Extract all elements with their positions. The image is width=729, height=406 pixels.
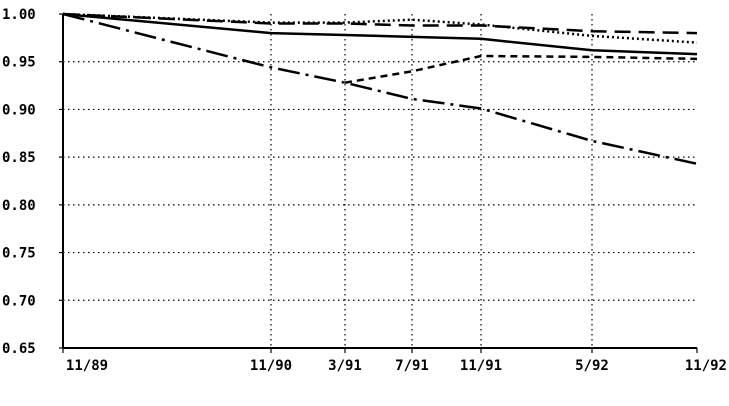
x-tick-label: 11/89 xyxy=(66,358,108,374)
y-tick-label: 0.65 xyxy=(2,341,36,357)
x-tick-label: 5/92 xyxy=(575,358,609,374)
axes xyxy=(59,13,698,353)
x-tick-label: 11/92 xyxy=(685,358,727,374)
series-line-short-dash xyxy=(344,54,698,84)
y-tick-label: 0.70 xyxy=(2,293,36,309)
series-line-dash-dot xyxy=(62,12,698,166)
x-tick-label: 11/91 xyxy=(460,358,502,374)
x-tick-label: 3/91 xyxy=(328,358,362,374)
y-tick-label: 0.80 xyxy=(2,198,36,214)
x-tick-label: 7/91 xyxy=(395,358,429,374)
y-tick-label: 0.75 xyxy=(2,246,36,262)
y-tick-label: 0.90 xyxy=(2,102,36,118)
x-tick-label: 11/90 xyxy=(250,358,292,374)
y-tick-label: 0.85 xyxy=(2,150,36,166)
y-tick-labels: 1.00 0.95 0.90 0.85 0.80 0.75 0.70 0.65 xyxy=(2,7,36,357)
series-lines xyxy=(62,12,698,166)
series-line-dotted xyxy=(62,12,698,44)
series-line-solid xyxy=(62,12,698,56)
y-tick-label: 1.00 xyxy=(2,7,36,23)
series-line-long-dash xyxy=(62,12,698,35)
x-tick-labels: 11/89 11/90 3/91 7/91 11/91 5/92 11/92 xyxy=(66,358,727,374)
grid-lines xyxy=(63,14,697,348)
y-tick-label: 0.95 xyxy=(2,55,36,71)
